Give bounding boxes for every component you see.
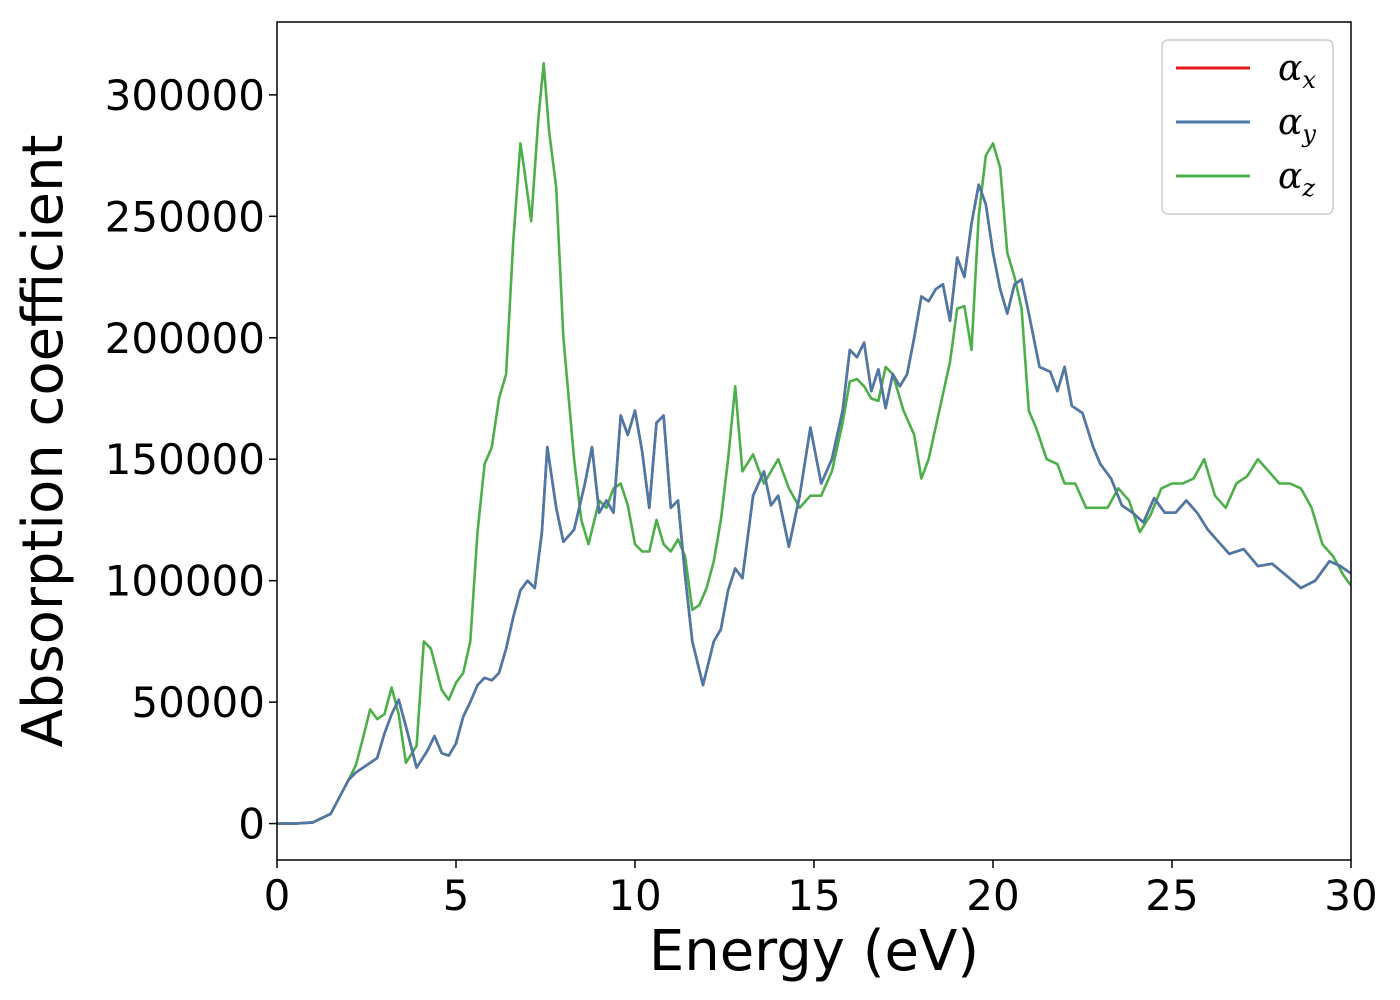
legend-label-alpha-y: αy xyxy=(1278,102,1316,148)
x-tick-label: 5 xyxy=(443,871,470,920)
y-tick-label: 200000 xyxy=(105,314,265,363)
legend-label-subscript: x xyxy=(1302,66,1316,94)
x-tick-label: 20 xyxy=(966,871,1019,920)
y-tick-label: 0 xyxy=(238,800,265,849)
series-line-alpha-y xyxy=(277,183,1351,825)
legend-label-alpha-x: αx xyxy=(1278,48,1316,94)
legend-label-symbol: α xyxy=(1278,48,1302,89)
x-tick-label: 30 xyxy=(1324,871,1377,920)
x-tick-label: 25 xyxy=(1145,871,1198,920)
y-tick-label: 100000 xyxy=(105,557,265,606)
legend-label-subscript: y xyxy=(1301,120,1316,148)
y-axis-label: Absorption coefficient xyxy=(11,135,76,748)
y-axis: 0 50000 100000 150000 200000 250000 300000 xyxy=(105,71,277,849)
series-group xyxy=(277,61,1351,825)
x-tick-label: 10 xyxy=(608,871,661,920)
legend-label-symbol: α xyxy=(1278,156,1302,197)
legend-label-alpha-z: αz xyxy=(1278,156,1315,202)
x-axis: 0 5 10 15 20 25 30 xyxy=(264,860,1378,920)
x-tick-label: 15 xyxy=(787,871,840,920)
legend-label-subscript: z xyxy=(1301,174,1315,202)
y-tick-label: 50000 xyxy=(131,678,265,727)
series-line-alpha-z xyxy=(277,61,1351,825)
legend-box xyxy=(1161,39,1334,215)
legend-label-symbol: α xyxy=(1278,102,1302,143)
y-tick-label: 250000 xyxy=(105,192,265,241)
x-axis-label: Energy (eV) xyxy=(649,919,979,984)
x-tick-label: 0 xyxy=(264,871,291,920)
y-tick-label: 300000 xyxy=(105,71,265,120)
y-tick-label: 150000 xyxy=(105,435,265,484)
